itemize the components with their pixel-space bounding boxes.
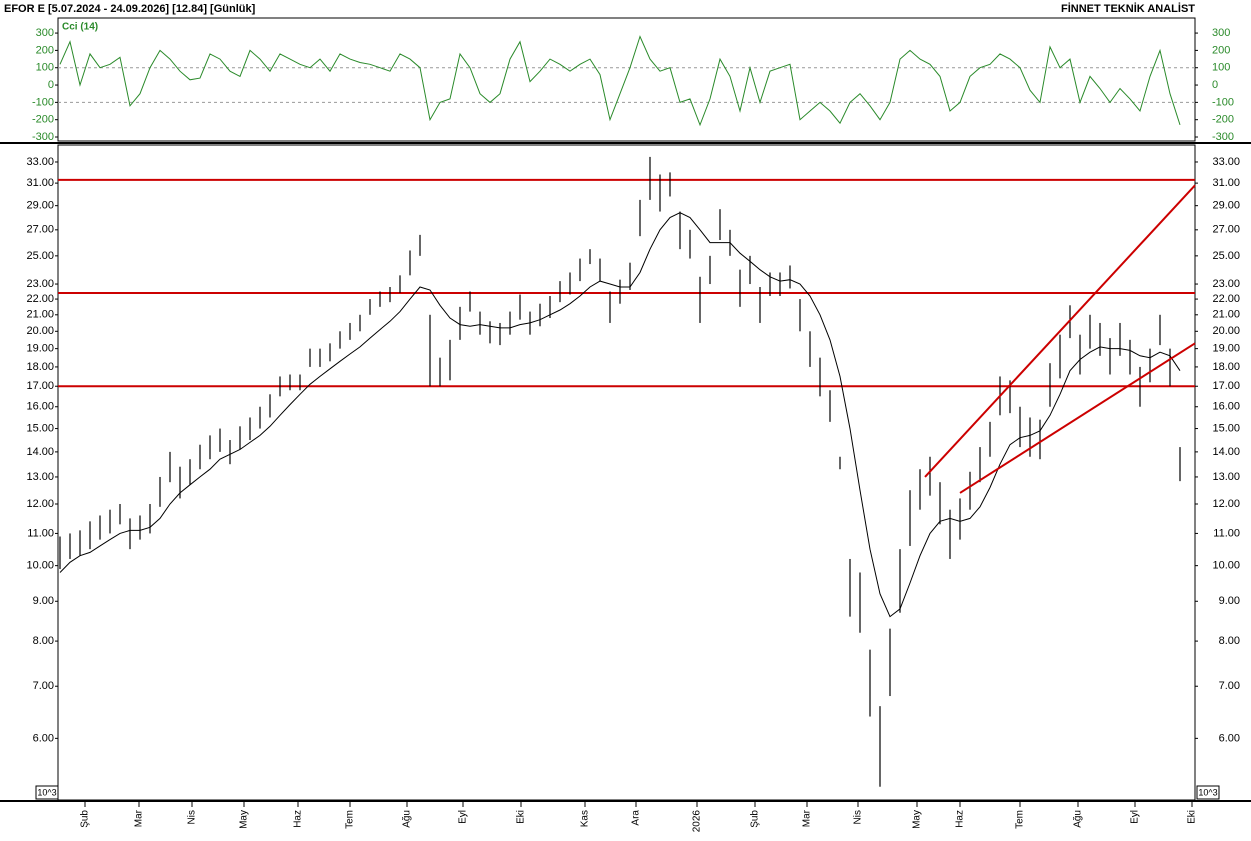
x-tick-label: Mar — [802, 809, 813, 827]
cci-label: Cci (14) — [62, 22, 98, 33]
x-tick-label: Kas — [580, 810, 591, 827]
y-tick-label: 33.00 — [26, 156, 54, 168]
y-tick-label: 9.00 — [33, 595, 54, 607]
y-tick-label: 16.00 — [1212, 401, 1240, 413]
unit-badge: 10^3 — [1198, 787, 1217, 797]
x-tick-label: Nis — [853, 810, 864, 824]
x-tick-label: Tem — [1015, 810, 1026, 829]
y-tick-label: 22.00 — [1212, 293, 1240, 305]
y-tick-label: 20.00 — [26, 325, 54, 337]
y-tick-label: 11.00 — [27, 527, 54, 539]
y-tick-label: 0 — [48, 79, 54, 91]
y-tick-label: 200 — [1212, 44, 1230, 56]
y-tick-label: 300 — [36, 27, 54, 39]
header-right: FİNNET TEKNİK ANALİST — [1061, 2, 1195, 15]
x-tick-label: Nis — [187, 810, 198, 824]
unit-badge-box — [1196, 785, 1220, 800]
unit-badge: 10^3 — [37, 787, 56, 797]
y-tick-label: 16.00 — [26, 401, 54, 413]
y-tick-label: 19.00 — [26, 343, 54, 355]
y-tick-label: 7.00 — [1219, 680, 1240, 692]
x-tick-label: Eki — [1187, 810, 1198, 824]
y-tick-label: 17.00 — [1212, 380, 1240, 392]
y-tick-label: -300 — [1212, 131, 1234, 143]
x-tick-label: May — [239, 810, 250, 829]
y-tick-label: 100 — [1212, 62, 1230, 74]
x-tick-label: Eki — [516, 810, 527, 824]
x-tick-label: Haz — [955, 810, 966, 828]
unit-badge-box — [35, 785, 59, 800]
x-tick-label: Haz — [293, 810, 304, 828]
y-tick-label: 300 — [1212, 27, 1230, 39]
y-tick-label: 0 — [1212, 79, 1218, 91]
y-tick-label: 22.00 — [26, 293, 54, 305]
y-tick-label: -200 — [32, 114, 54, 126]
x-tick-label: Ağu — [1073, 810, 1084, 828]
trend-line — [959, 342, 1196, 494]
y-tick-label: 9.00 — [1219, 595, 1240, 607]
y-tick-label: 100 — [36, 62, 54, 74]
y-tick-label: 14.00 — [1212, 446, 1240, 458]
x-tick-label: Ara — [631, 810, 642, 826]
y-tick-label: 29.00 — [26, 200, 54, 212]
cci-line — [59, 35, 1181, 127]
x-tick-label: Şub — [80, 810, 91, 828]
cci-frame — [57, 17, 1196, 142]
moving-average — [59, 212, 1181, 618]
y-tick-label: -300 — [32, 131, 54, 143]
y-tick-label: -100 — [32, 96, 54, 108]
x-tick-label: Mar — [134, 809, 145, 827]
y-tick-label: 15.00 — [26, 422, 54, 434]
y-tick-label: 25.00 — [26, 250, 54, 262]
y-tick-label: 20.00 — [1212, 325, 1240, 337]
y-tick-label: 33.00 — [1212, 156, 1240, 168]
y-tick-label: 14.00 — [26, 446, 54, 458]
x-tick-label: 2026 — [692, 810, 703, 833]
y-tick-label: 12.00 — [26, 498, 54, 510]
y-tick-label: 15.00 — [1212, 422, 1240, 434]
y-tick-label: 27.00 — [1212, 224, 1240, 236]
y-tick-label: 10.00 — [26, 560, 54, 572]
x-tick-label: May — [912, 810, 923, 829]
y-tick-label: -200 — [1212, 114, 1234, 126]
y-tick-label: 19.00 — [1212, 343, 1240, 355]
y-tick-label: 6.00 — [33, 732, 54, 744]
y-tick-label: 12.00 — [1212, 498, 1240, 510]
y-tick-label: -100 — [1212, 96, 1234, 108]
x-tick-label: Eyl — [1130, 810, 1141, 824]
y-tick-label: 8.00 — [1219, 635, 1240, 647]
y-tick-label: 27.00 — [26, 224, 54, 236]
y-tick-label: 11.00 — [1213, 527, 1240, 539]
y-tick-label: 29.00 — [1212, 200, 1240, 212]
y-tick-label: 18.00 — [26, 361, 54, 373]
y-tick-label: 31.00 — [26, 177, 54, 189]
x-tick-label: Eyl — [458, 810, 469, 824]
y-tick-label: 200 — [36, 44, 54, 56]
y-tick-label: 23.00 — [26, 278, 54, 290]
x-tick-label: Ağu — [402, 810, 413, 828]
y-tick-label: 7.00 — [33, 680, 54, 692]
y-tick-label: 25.00 — [1212, 250, 1240, 262]
y-tick-label: 13.00 — [26, 471, 54, 483]
y-tick-label: 21.00 — [26, 309, 54, 321]
x-tick-label: Şub — [750, 810, 761, 828]
x-tick-label: Tem — [345, 810, 356, 829]
y-tick-label: 18.00 — [1212, 361, 1240, 373]
y-tick-label: 6.00 — [1219, 732, 1240, 744]
y-tick-label: 17.00 — [26, 380, 54, 392]
y-tick-label: 8.00 — [33, 635, 54, 647]
y-tick-label: 21.00 — [1212, 309, 1240, 321]
y-tick-label: 10.00 — [1212, 560, 1240, 572]
y-tick-label: 23.00 — [1212, 278, 1240, 290]
y-tick-label: 13.00 — [1212, 471, 1240, 483]
y-tick-label: 31.00 — [1212, 177, 1240, 189]
header-left: EFOR E [5.07.2024 - 24.09.2026] [12.84] … — [4, 3, 256, 15]
trend-line — [924, 184, 1196, 478]
